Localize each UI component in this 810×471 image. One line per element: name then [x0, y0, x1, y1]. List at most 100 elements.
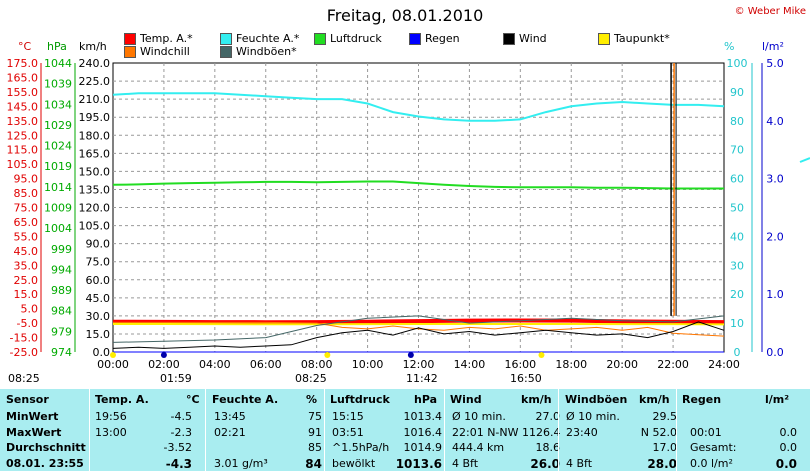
- divider: [324, 389, 325, 471]
- tick-label-temp: 25.0: [14, 274, 39, 287]
- stats-cell-b_v: 17.0: [652, 441, 678, 454]
- stats-cell-w_v: 27.0: [535, 410, 561, 423]
- legend-swatch: [409, 32, 421, 45]
- stats-cell-b_v: 29.5: [652, 410, 678, 423]
- tick-label-hpa: 999: [51, 243, 72, 256]
- tick-label-time: 12:00: [403, 358, 435, 371]
- hdr-boe: Windböen: [565, 393, 628, 406]
- tick-label-rain: 1.0: [766, 288, 784, 301]
- stats-cell-w_t: 4 Bft: [452, 456, 479, 470]
- sun-moon-icon: [324, 352, 331, 358]
- stats-cell-label: MinWert: [6, 410, 59, 423]
- stats-cell-temp_v: -4.3: [165, 456, 192, 471]
- tick-label-kmh: 75.0: [86, 256, 111, 269]
- tick-label-hpa: 1039: [44, 78, 72, 91]
- hdr-wind: Wind: [450, 393, 482, 406]
- legend-swatch: [598, 32, 610, 45]
- legend-label: Taupunkt*: [614, 32, 670, 45]
- hdr-sensor: Sensor: [6, 393, 49, 406]
- stats-cell-label: Durchschnitt: [6, 441, 86, 454]
- tick-label-kmh: 30.0: [86, 310, 111, 323]
- tick-label-time: 06:00: [250, 358, 282, 371]
- legend-swatch: [314, 32, 326, 45]
- tick-label-hpa: 1024: [44, 140, 72, 153]
- tick-label-temp: 55.0: [14, 230, 39, 243]
- legend-swatch: [220, 32, 232, 45]
- stats-cell-r_t: 00:01: [690, 425, 722, 439]
- legend-temp: Temp. A.*: [124, 32, 193, 45]
- tick-label-kmh: 45.0: [86, 292, 111, 305]
- divider: [444, 389, 445, 471]
- axis-title-kmh: km/h: [79, 40, 107, 53]
- stats-cell-l_t: 03:51: [332, 425, 364, 439]
- tick-label-temp: 15.0: [14, 288, 39, 301]
- axis-title-rain: l/m²: [762, 40, 784, 53]
- tick-label-temp: 95.0: [14, 173, 39, 186]
- tick-label-kmh: 180.0: [79, 129, 111, 142]
- sun-moon-row: 08:25 01:59 08:25 11:42 16:50: [8, 352, 545, 385]
- tick-label-time: 24:00: [708, 358, 740, 371]
- sun-moon-time: 08:25: [295, 372, 327, 385]
- tick-label-hpa: 1019: [44, 160, 72, 173]
- tick-label-kmh: 225.0: [79, 75, 111, 88]
- tick-label-time: 10:00: [352, 358, 384, 371]
- stats-cell-w_t: 22:01 N-NW 1126.4: [452, 425, 561, 439]
- legend-taupunkt: Taupunkt*: [598, 32, 670, 45]
- tick-label-time: 14:00: [454, 358, 486, 371]
- stats-cell-l_t: 15:15: [332, 410, 364, 423]
- tick-label-time: 22:00: [657, 358, 689, 371]
- tick-label-kmh: 15.0: [86, 328, 111, 341]
- tick-label-temp: 145.0: [7, 100, 39, 113]
- tick-label-pct: 20: [730, 288, 744, 301]
- axis-title-hpa: hPa: [47, 40, 67, 53]
- tick-label-hpa: 984: [51, 305, 72, 318]
- tick-label-kmh: 135.0: [79, 183, 111, 196]
- divider: [558, 389, 559, 471]
- sun-moon-icon: [110, 352, 116, 358]
- tick-label-hpa: 1014: [44, 181, 72, 194]
- stats-cell-r_v: 0.0: [779, 441, 798, 454]
- sun-moon-icon: [538, 352, 545, 358]
- tick-label-time: 04:00: [199, 358, 231, 371]
- series-line: [112, 321, 725, 349]
- stats-cell-f_t: 13:45: [214, 410, 246, 423]
- hdr-temp: Temp. A.: [95, 393, 149, 406]
- series-line: [113, 321, 725, 337]
- stats-cell-b_v: 28.0: [647, 456, 677, 471]
- tick-label-kmh: 165.0: [79, 147, 111, 160]
- stats-cell-l_v: 1016.4: [403, 425, 443, 439]
- hdr-temp-unit: °C: [186, 393, 200, 406]
- tick-label-temp: 5.0: [21, 303, 39, 316]
- tick-label-time: 02:00: [148, 358, 180, 371]
- tick-label-temp: 45.0: [14, 245, 39, 258]
- stats-cell-l_v: 1013.4: [403, 410, 443, 423]
- stats-cell-w_t: Ø 10 min.: [452, 410, 506, 423]
- legend-wind: Wind: [503, 32, 547, 45]
- axis-title-temp: °C: [18, 40, 32, 53]
- hdr-feuchte: Feuchte A.: [212, 393, 279, 406]
- stats-cell-w_v: 26.0: [530, 456, 560, 471]
- stats-cell-b_t: Ø 10 min.: [566, 410, 620, 423]
- hdr-luft: Luftdruck: [330, 393, 390, 406]
- tick-label-pct: 10: [730, 317, 744, 330]
- tick-label-pct: 90: [730, 86, 744, 99]
- tick-label-hpa: 1004: [44, 222, 72, 235]
- stats-cell-w_v: 18.6: [535, 441, 561, 454]
- stats-panel: Sensor Temp. A. °C Feuchte A. % Luftdruc…: [0, 389, 810, 471]
- legend-swatch: [124, 45, 136, 58]
- stats-cell-b_t: 4 Bft: [566, 456, 593, 470]
- tick-label-rain: 3.0: [766, 173, 784, 186]
- tick-label-pct: 0: [734, 346, 741, 359]
- stats-cell-temp_v: -3.52: [163, 441, 192, 454]
- stats-cell-r_v: 0.0: [775, 456, 797, 471]
- legend-windboeen: Windböen*: [220, 45, 297, 58]
- divider: [676, 389, 677, 471]
- tick-label-kmh: 0.0: [93, 346, 111, 359]
- tick-label-pct: 100: [727, 57, 748, 70]
- stats-cell-temp_v: -2.3: [170, 425, 192, 439]
- stats-cell-f_v: 84: [305, 456, 322, 471]
- series-line: [112, 92, 725, 122]
- hdr-feuchte-unit: %: [306, 393, 318, 406]
- stats-cell-l_t: bewölkt: [332, 456, 376, 470]
- hdr-boe-unit: km/h: [639, 393, 670, 406]
